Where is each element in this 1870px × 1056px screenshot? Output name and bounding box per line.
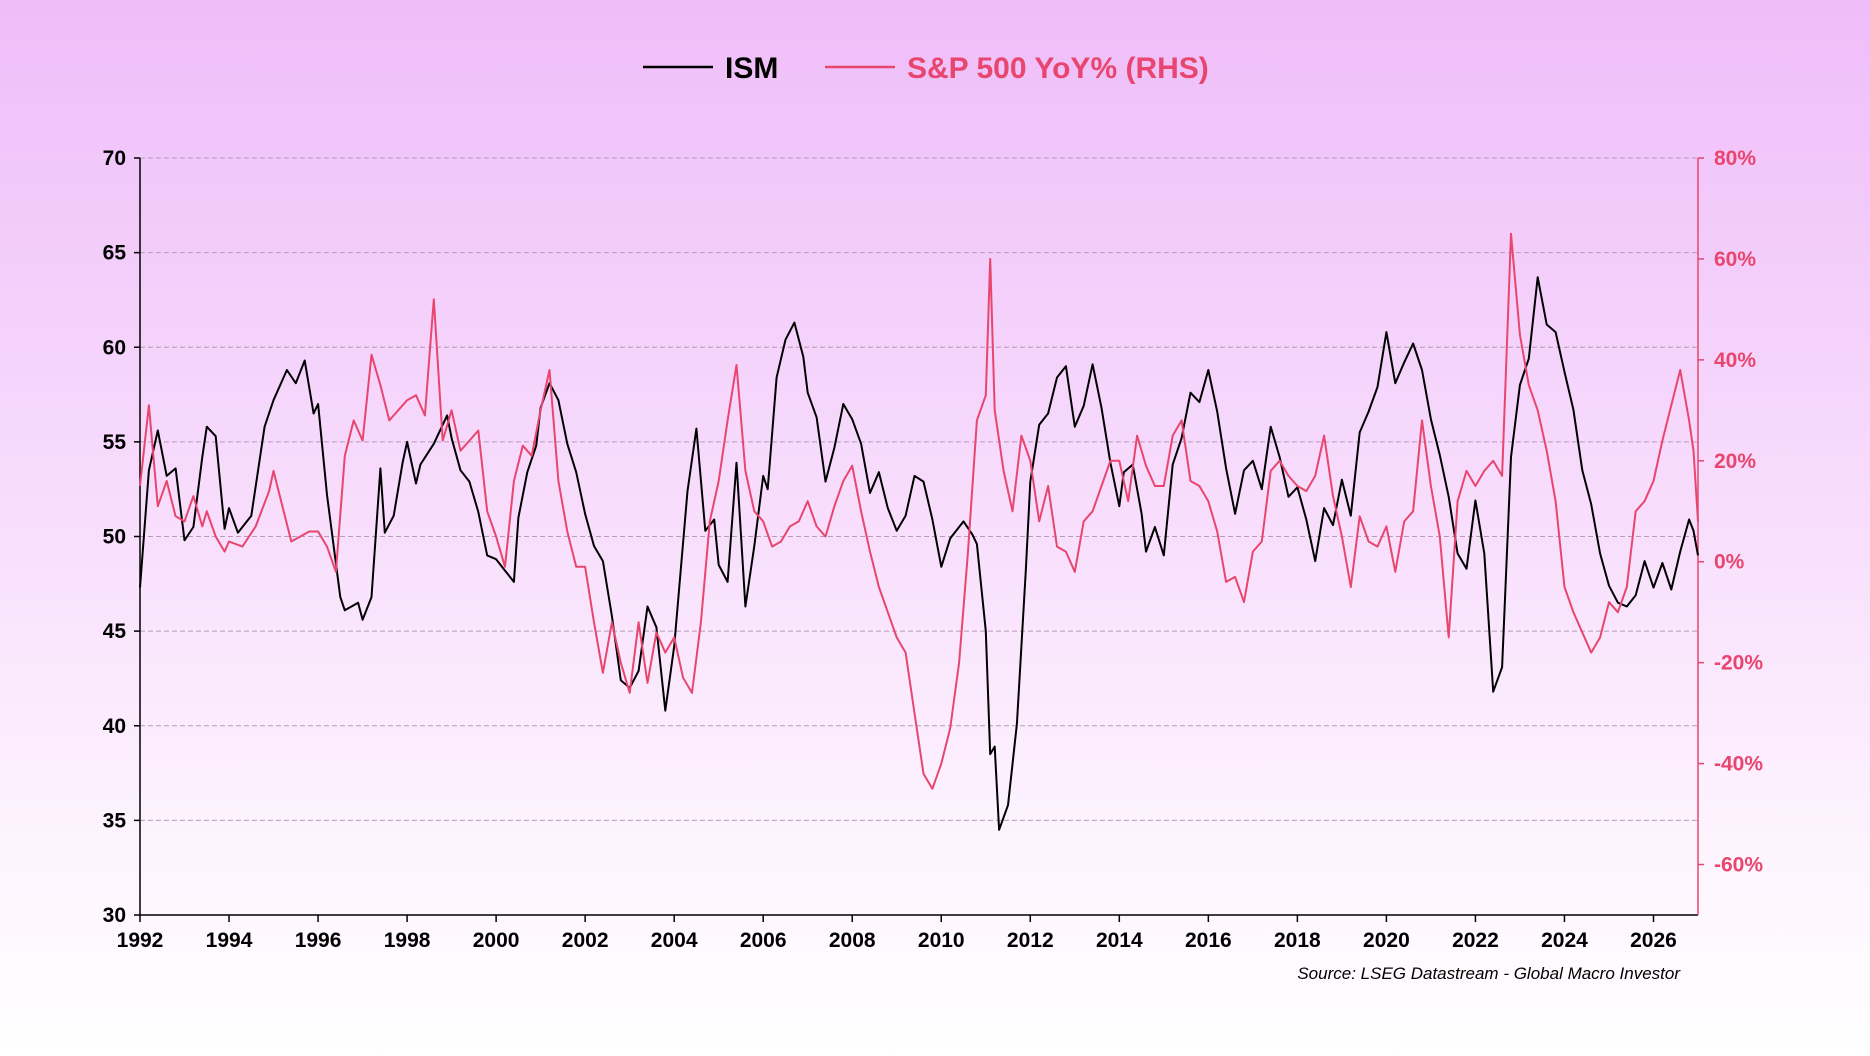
- x-tick-label: 2026: [1630, 929, 1677, 952]
- right-tick-label: 40%: [1714, 349, 1756, 372]
- x-tick-label: 2010: [918, 929, 965, 952]
- right-tick-label: 0%: [1714, 551, 1745, 574]
- x-tick-label: 1994: [206, 929, 253, 952]
- legend-label-ism: ISM: [725, 52, 778, 85]
- x-tick-label: 2022: [1452, 929, 1499, 952]
- right-tick-label: 60%: [1714, 248, 1756, 271]
- x-tick-label: 2008: [829, 929, 876, 952]
- x-tick-label: 2024: [1541, 929, 1588, 952]
- x-tick-label: 2006: [740, 929, 787, 952]
- left-tick-label: 55: [103, 431, 127, 454]
- chart-legend: ISM S&P 500 YoY% (RHS): [643, 52, 1209, 85]
- left-tick-label: 45: [103, 620, 127, 643]
- x-axis-ticks: 1992 1994 1996 1998 2000 2002 2004 2006 2008 2010…: [117, 915, 1677, 952]
- right-axis-ticks: -60% -40% -20% 0% 20% 40% 60% 80%: [1698, 147, 1763, 877]
- left-tick-label: 40: [103, 715, 126, 738]
- series-line-spx: [139, 232, 1699, 790]
- gridlines: [140, 157, 1698, 821]
- left-tick-label: 70: [103, 147, 126, 170]
- x-tick-label: 2000: [473, 929, 520, 952]
- right-tick-label: -60%: [1714, 854, 1763, 877]
- right-tick-label: 20%: [1714, 450, 1756, 473]
- left-tick-label: 35: [103, 809, 127, 832]
- x-tick-label: 2002: [562, 929, 609, 952]
- left-tick-label: 65: [103, 242, 127, 265]
- left-tick-label: 60: [103, 336, 126, 359]
- x-tick-label: 2004: [651, 929, 698, 952]
- x-tick-label: 2018: [1274, 929, 1321, 952]
- right-tick-label: -20%: [1714, 652, 1763, 675]
- x-tick-label: 2014: [1096, 929, 1143, 952]
- left-tick-label: 30: [103, 904, 126, 927]
- legend-label-spx: S&P 500 YoY% (RHS): [907, 52, 1209, 85]
- right-tick-label: -40%: [1714, 753, 1763, 776]
- x-tick-label: 2020: [1363, 929, 1410, 952]
- left-tick-label: 50: [103, 526, 126, 549]
- x-tick-label: 2016: [1185, 929, 1232, 952]
- left-axis-ticks: 30 35 40 45 50 55 60 65 70: [103, 147, 140, 927]
- source-note: Source: LSEG Datastream - Global Macro I…: [1297, 964, 1681, 983]
- x-tick-label: 1992: [117, 929, 164, 952]
- x-tick-label: 2012: [1007, 929, 1054, 952]
- right-tick-label: 80%: [1714, 147, 1756, 170]
- x-tick-label: 1998: [384, 929, 431, 952]
- series-line-ism: [139, 276, 1699, 831]
- x-tick-label: 1996: [295, 929, 342, 952]
- series-lines: [139, 232, 1699, 831]
